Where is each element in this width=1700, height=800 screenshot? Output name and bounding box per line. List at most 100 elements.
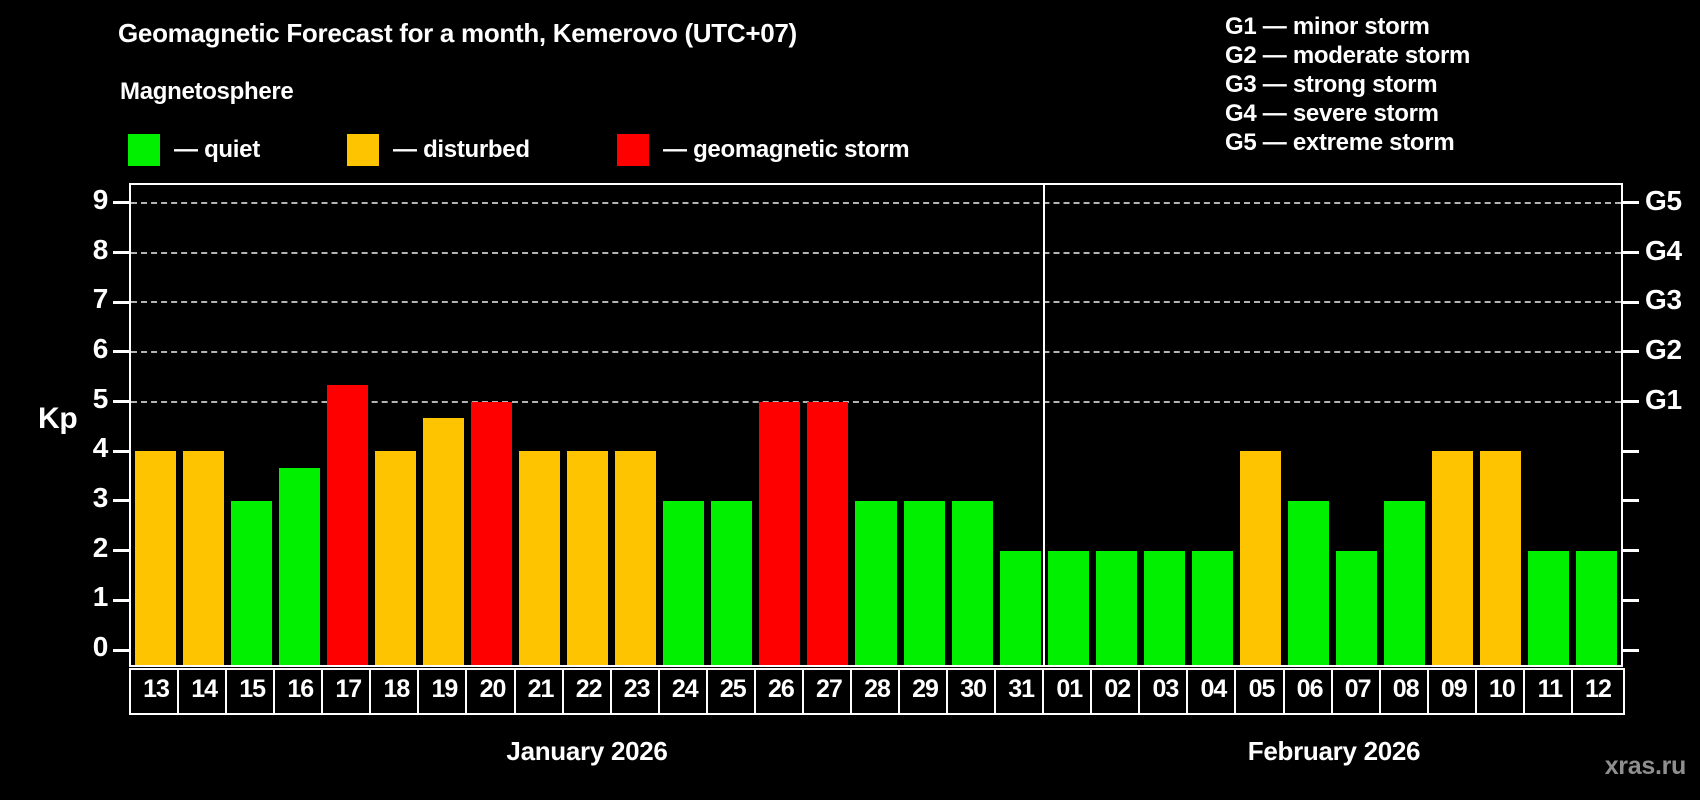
kp-bar-day-28: [855, 500, 897, 665]
day-label-cell: 10: [1474, 668, 1529, 715]
y-tick-left: [113, 598, 129, 602]
kp-bar-day-27: [807, 401, 849, 665]
y-tick-left: [113, 648, 129, 652]
y-axis-tick-label: 9: [92, 183, 109, 215]
y-axis-tick-label: 1: [92, 581, 109, 613]
y-tick-right: [1623, 598, 1639, 602]
disturbed-swatch: [347, 134, 379, 166]
day-label-cell: 05: [1234, 668, 1289, 715]
y-tick-right: [1623, 400, 1639, 404]
kp-bar-day-01: [1047, 550, 1089, 665]
g-scale-axis-label-G4: G4: [1645, 234, 1682, 266]
y-tick-right: [1623, 201, 1639, 205]
day-label-cell: 22: [561, 668, 616, 715]
g-legend-item: G5 — extreme storm: [1225, 129, 1455, 156]
day-axis-row: 13 14 15 16 17 18 19 20 21 22 23 24 25 26 27 28 29 30 31 01…: [129, 668, 1625, 715]
kp-bar-day-17: [326, 385, 368, 665]
day-label-cell: 17: [321, 668, 376, 715]
day-label-cell: 25: [705, 668, 760, 715]
day-label-cell: 20: [465, 668, 520, 715]
y-tick-right: [1623, 300, 1639, 304]
kp-bar-day-09: [1432, 451, 1474, 665]
y-tick-left: [113, 449, 129, 453]
day-label-cell: 15: [225, 668, 280, 715]
kp-bar-day-12: [1576, 550, 1618, 665]
kp-bar-day-13: [134, 451, 176, 665]
kp-bar-day-23: [615, 451, 657, 665]
legend-item-storm: — geomagnetic storm: [617, 134, 910, 166]
quiet-swatch: [128, 134, 160, 166]
kp-bar-day-25: [711, 500, 753, 665]
y-tick-right: [1623, 251, 1639, 255]
y-axis-tick-label: 0: [92, 631, 109, 662]
gridline-kp6: [131, 350, 1621, 353]
kp-bar-day-15: [230, 500, 272, 665]
y-axis-tick-label: 5: [92, 382, 109, 414]
kp-bar-day-06: [1288, 500, 1330, 665]
kp-bar-day-19: [422, 418, 464, 665]
gridline-kp7: [131, 301, 1621, 304]
day-label-cell: 24: [657, 668, 712, 715]
gridline-kp8: [131, 251, 1621, 254]
legend-item-disturbed: — disturbed: [347, 134, 530, 166]
y-tick-right: [1623, 350, 1639, 354]
g-legend-item: G1 — minor storm: [1225, 13, 1430, 40]
y-tick-left: [113, 400, 129, 404]
day-label-cell: 28: [849, 668, 905, 715]
y-tick-right: [1623, 549, 1639, 553]
g-legend-item: G2 — moderate storm: [1225, 42, 1471, 69]
gridline-kp5: [131, 400, 1621, 403]
y-axis-tick-label: 7: [92, 283, 109, 315]
day-label-cell: 12: [1570, 668, 1625, 715]
plot-area: 0 1 2 3 4 5 6 7 8 9 G1 G2 G3 G4 G5: [93, 183, 1682, 667]
y-tick-left: [113, 251, 129, 255]
chart-subtitle: Magnetosphere: [120, 78, 294, 105]
kp-bar-day-18: [374, 451, 416, 665]
day-label-cell: 02: [1090, 668, 1145, 715]
day-label-cell: 08: [1378, 668, 1433, 715]
kp-bar-day-16: [278, 467, 320, 665]
kp-bar-day-31: [999, 550, 1041, 665]
kp-bar-day-20: [470, 401, 512, 665]
watermark-text: xras.ru: [1604, 752, 1687, 780]
kp-bar-day-02: [1095, 550, 1137, 665]
y-tick-right: [1623, 499, 1639, 503]
kp-bar-day-08: [1384, 500, 1426, 665]
day-label-cell: 26: [753, 668, 808, 715]
g-scale-axis-label-G2: G2: [1645, 333, 1682, 365]
day-label-cell: 13: [129, 668, 184, 715]
day-label-cell: 19: [417, 668, 472, 715]
day-label-cell: 01: [1042, 668, 1097, 715]
kp-bar-day-29: [903, 500, 945, 665]
y-tick-left: [113, 300, 129, 304]
day-label-cell: 14: [177, 668, 232, 715]
y-axis-tick-label: 3: [92, 481, 109, 513]
y-axis-tick-label: 6: [92, 332, 109, 364]
y-tick-right: [1623, 648, 1639, 652]
y-tick-left: [113, 350, 129, 354]
day-label-cell: 07: [1330, 668, 1385, 715]
kp-bar-day-10: [1480, 451, 1522, 665]
day-label-cell: 06: [1282, 668, 1337, 715]
kp-bar-day-05: [1239, 451, 1282, 665]
g-scale-axis-label-G3: G3: [1645, 284, 1682, 316]
kp-bar-day-30: [951, 500, 993, 665]
day-label-cell: 21: [513, 668, 568, 715]
day-label-cell: 23: [609, 668, 664, 715]
day-label-cell: 04: [1186, 668, 1241, 715]
month-label-february: February 2026: [1247, 736, 1421, 766]
g-legend-item: G3 — strong storm: [1225, 71, 1438, 98]
y-axis-tick-label: 8: [92, 233, 109, 265]
kp-bar-day-11: [1528, 550, 1570, 665]
legend-label-disturbed: — disturbed: [393, 136, 530, 163]
storm-swatch: [617, 134, 649, 166]
day-label-cell: 31: [994, 668, 1049, 715]
g-legend-item: G4 — severe storm: [1225, 100, 1439, 127]
g-scale-legend: G1 — minor storm G2 — moderate storm G3 — …: [1225, 12, 1470, 157]
kp-bar-day-21: [519, 451, 561, 665]
day-label-cell: 03: [1138, 668, 1193, 715]
y-tick-left: [113, 549, 129, 553]
gridline-kp9: [131, 201, 1621, 204]
y-tick-right: [1623, 449, 1639, 453]
